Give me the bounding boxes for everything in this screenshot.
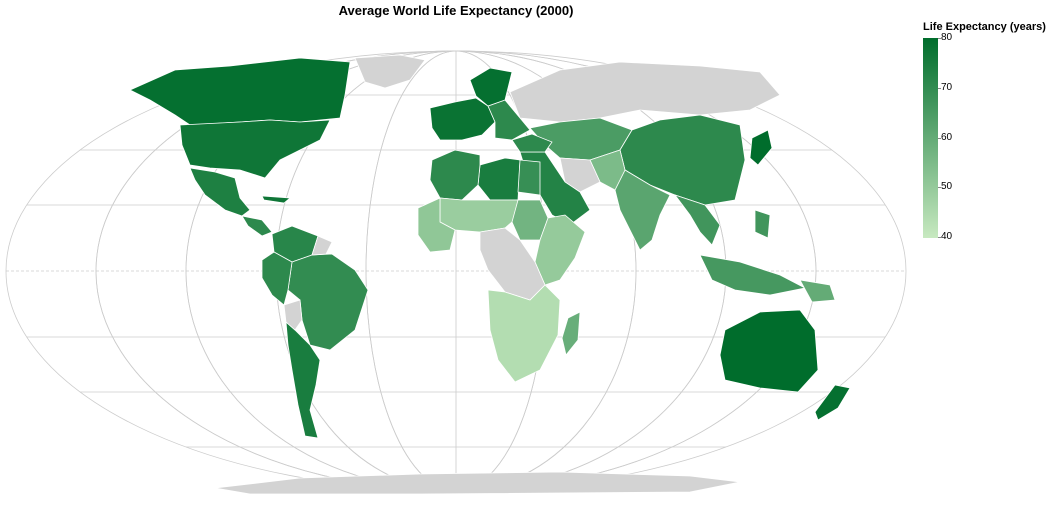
region-libya: Libya (477, 157, 521, 201)
region-sahel: Sahel (439, 197, 521, 233)
region-scandinavia: Scandinavia (469, 67, 513, 107)
region-madagascar: Madagascar (561, 311, 581, 356)
legend-tick-50: 50 (941, 181, 953, 192)
region-india: India (614, 169, 671, 251)
region-new-zealand: New Zealand (814, 384, 851, 421)
region-russia: Russia (509, 61, 781, 123)
legend-tick-70: 70 (941, 82, 953, 93)
region-japan: Japan (749, 129, 773, 166)
region-eastern-europe: Eastern Europe (487, 99, 531, 141)
world-map: CanadaUnited StatesMexicoCentral America… (5, 50, 907, 495)
region-antarctica: Antarctica (214, 471, 741, 495)
region-brazil: Brazil (287, 253, 369, 351)
legend-tick-80: 80 (941, 32, 953, 43)
region-mexico: Mexico (189, 167, 251, 217)
region-western-europe: Western Europe (429, 97, 496, 141)
region-peru-ecuador: Peru / Ecuador (261, 251, 293, 306)
region-guyana-region: Guyana region (311, 235, 333, 256)
legend-tick-40: 40 (941, 231, 953, 242)
country-regions: CanadaUnited StatesMexicoCentral America… (129, 54, 851, 495)
region-cuba: Cuba (261, 195, 292, 204)
region-united-states: United States (179, 119, 331, 179)
region-west-africa: West Africa (417, 197, 456, 253)
region-iran: Iran (559, 157, 601, 193)
region-australia: Australia (719, 309, 819, 393)
region-north-africa: North Africa (429, 149, 481, 201)
region-chile-argentina: Chile / Argentina (285, 321, 321, 439)
region-greenland: Greenland (354, 54, 426, 89)
color-legend: Life Expectancy (years) 80 70 60 50 40 (923, 21, 1051, 246)
region-central-america: Central America (241, 215, 273, 237)
chart-title: Average World Life Expectancy (2000) (338, 3, 574, 18)
region-turkey: Turkey (511, 133, 553, 153)
region-bolivia: Bolivia (283, 299, 303, 331)
legend-tick-60: 60 (941, 132, 953, 143)
region-southern-africa: Southern Africa (487, 284, 561, 383)
region-indonesia: Indonesia (699, 254, 807, 296)
region-papua-new-guinea: Papua New Guinea (799, 279, 836, 303)
legend-title: Life Expectancy (years) (923, 21, 1046, 33)
region-southeast-asia: Southeast Asia (673, 194, 721, 246)
region-egypt: Egypt (517, 159, 541, 196)
region-canada: Canada (129, 57, 351, 126)
region-philippines: Philippines (754, 209, 771, 239)
legend-gradient-bar (923, 38, 938, 238)
